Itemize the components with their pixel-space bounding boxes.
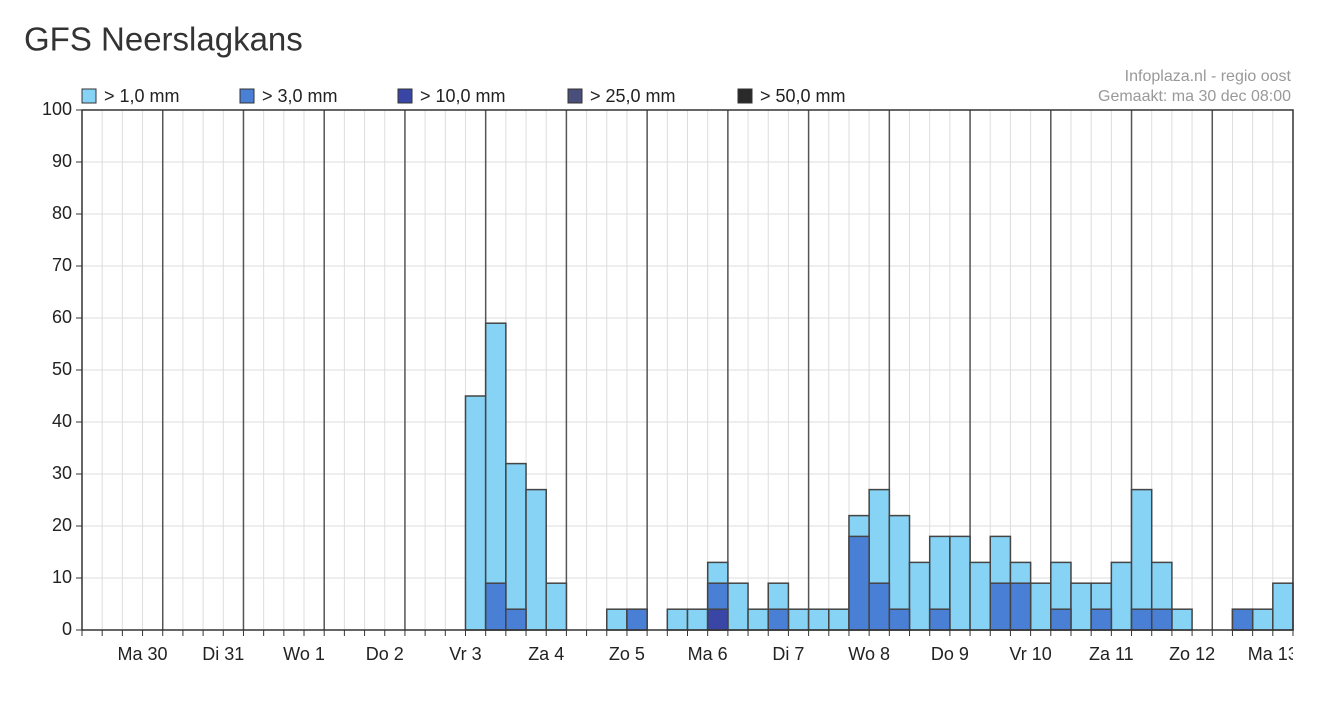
bar — [1251, 608, 1274, 631]
legend-label: > 10,0 mm — [420, 86, 506, 106]
bar — [807, 608, 830, 631]
x-tick-label: Ma 6 — [688, 644, 728, 664]
x-tick-label: Za 4 — [528, 644, 564, 664]
bar — [505, 608, 527, 631]
bar — [1231, 608, 1254, 631]
y-tick-label: 50 — [52, 359, 72, 379]
x-tick-label: Za 11 — [1089, 644, 1134, 664]
bar — [1171, 608, 1193, 631]
x-tick-label: Wo 1 — [283, 644, 325, 664]
bar — [828, 608, 850, 631]
bar — [1070, 582, 1092, 631]
y-tick-label: 70 — [52, 255, 72, 275]
plot-frame — [81, 109, 1294, 631]
legend-swatch — [397, 88, 413, 104]
x-tick-label: Ma 30 — [118, 644, 168, 664]
bar — [727, 582, 749, 631]
bar — [1130, 608, 1153, 631]
bar — [706, 608, 729, 631]
bar — [525, 488, 547, 631]
y-tick-label: 40 — [52, 411, 72, 431]
y-tick-label: 0 — [62, 619, 72, 639]
bar — [484, 582, 507, 631]
bar — [969, 561, 991, 631]
y-tick-label: 100 — [42, 99, 72, 119]
bar — [464, 395, 487, 631]
y-tick-label: 20 — [52, 515, 72, 535]
x-tick-label: Do 2 — [366, 644, 404, 664]
legend-swatch — [81, 88, 97, 104]
bar — [848, 535, 870, 631]
legend-label: > 3,0 mm — [262, 86, 338, 106]
chart-title: GFS Neerslagkans — [24, 21, 303, 58]
y-tick-label: 10 — [52, 567, 72, 587]
legend-swatch — [239, 88, 255, 104]
x-tick-label: Di 31 — [202, 644, 244, 664]
bar — [908, 561, 931, 631]
bar — [888, 608, 911, 631]
bar — [1272, 582, 1294, 631]
legend-label: > 25,0 mm — [590, 86, 676, 106]
legend-label: > 50,0 mm — [760, 86, 846, 106]
bar — [686, 608, 709, 631]
bar — [505, 462, 527, 631]
x-tick-label: Ma 13 — [1248, 644, 1298, 664]
y-tick-label: 90 — [52, 151, 72, 171]
source: Infoplaza.nl - regio oost — [1125, 68, 1292, 85]
bar — [1150, 608, 1173, 631]
bar — [868, 582, 891, 631]
bar — [949, 535, 971, 631]
bar — [545, 582, 568, 631]
grid: 0 10 20 30 40 50 60 70 80 90 100 — [42, 99, 1294, 639]
bar — [787, 608, 810, 631]
bar — [989, 582, 1012, 631]
bar — [747, 608, 769, 631]
y-tick-label: 30 — [52, 463, 72, 483]
bar — [1090, 608, 1113, 631]
labels: Ma 30 Di 31 Wo 1 Do 2 Vr 3 Za 4 Zo 5 Ma 6 Di 7 Wo… — [118, 644, 1298, 664]
created: Gemaakt: ma 30 dec 08:00 — [1098, 88, 1291, 105]
bar — [666, 608, 689, 631]
bar — [1050, 608, 1072, 631]
bar — [626, 608, 648, 631]
x-tick-label: Do 9 — [931, 644, 969, 664]
x-tick-label: Zo 5 — [609, 644, 645, 664]
legend-label: > 1,0 mm — [104, 86, 180, 106]
y-tick-label: 80 — [52, 203, 72, 223]
x-tick-label: Vr 10 — [1009, 644, 1051, 664]
bar — [1110, 561, 1133, 631]
x-tick-label: Wo 8 — [848, 644, 890, 664]
y-tick-label: 60 — [52, 307, 72, 327]
x-tick-label: Vr 3 — [449, 644, 481, 664]
x-tick-label: Zo 12 — [1169, 644, 1215, 664]
x-tick-label: Di 7 — [772, 644, 804, 664]
bar — [767, 608, 790, 631]
bar — [928, 608, 951, 631]
bar — [606, 608, 628, 631]
legend-swatch — [737, 88, 753, 104]
legend-swatch — [567, 88, 583, 104]
bar — [1029, 582, 1052, 631]
bar — [1009, 582, 1032, 631]
